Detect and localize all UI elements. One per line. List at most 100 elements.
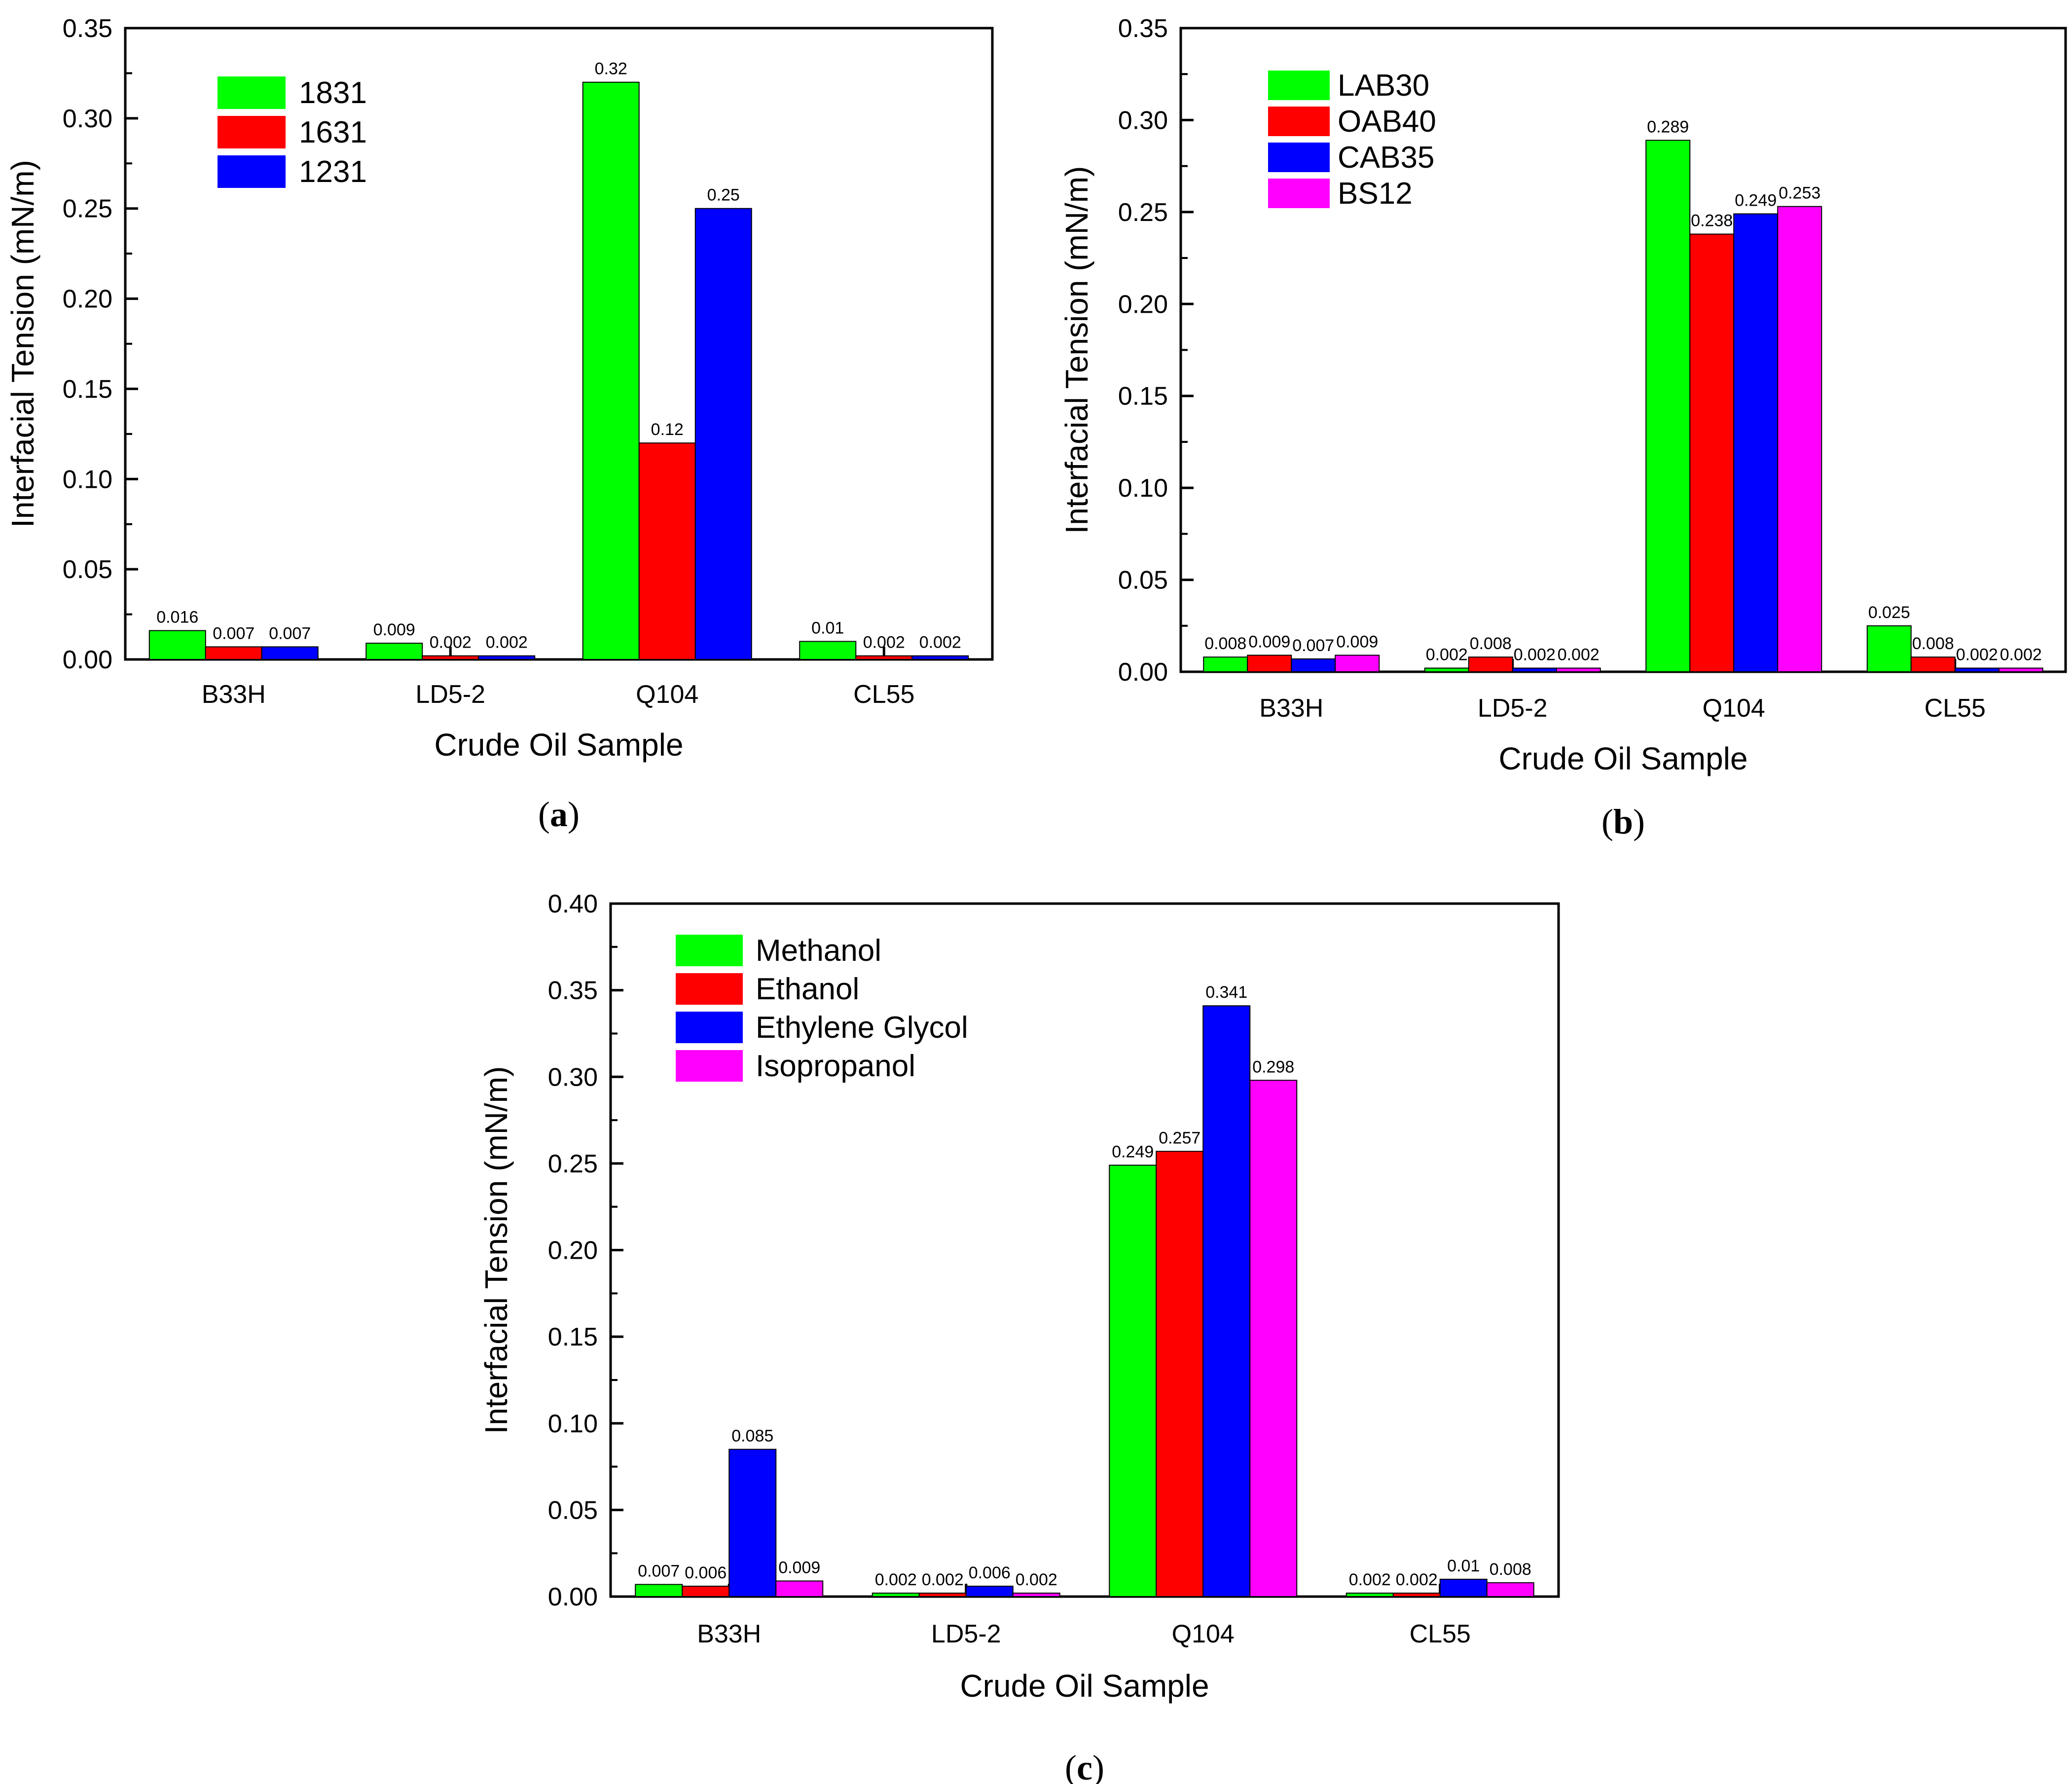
chart-panel-b: 0.000.050.100.150.200.250.300.350.008 0.0…: [1059, 14, 2067, 841]
y-tick-label: 0.35: [1118, 14, 1168, 43]
panel-label-letter: c: [1077, 1748, 1092, 1784]
bar-value-label: 0.002: [1426, 646, 1468, 664]
y-tick-label: 0.25: [63, 195, 112, 223]
y-tick-label: 0.15: [1118, 382, 1168, 411]
y-axis-title: Interfacial Tension (mN/m): [5, 160, 40, 528]
bar: [1109, 1165, 1157, 1597]
y-tick-label: 0.00: [63, 646, 112, 674]
legend-entry-label: Isopropanol: [756, 1049, 915, 1083]
bar: [918, 1592, 967, 1598]
legend-entry-label: 1831: [299, 76, 367, 110]
y-axis-title: Interfacial Tension (mN/m): [1059, 166, 1094, 534]
bar-value-label: 0.007: [1292, 636, 1334, 655]
legend-entry-label: Methanol: [756, 934, 881, 968]
bar: [1866, 625, 1912, 673]
x-tick-label: Q104: [1172, 1620, 1235, 1648]
y-tick-label: 0.00: [1118, 658, 1168, 687]
bar-value-label: 0.002: [1956, 646, 1998, 664]
bar: [1439, 1578, 1488, 1597]
legend-swatch: [1268, 179, 1330, 208]
bar: [911, 655, 969, 660]
y-tick-label: 0.35: [548, 977, 598, 1005]
bar: [1733, 213, 1779, 673]
y-axis-title: Interfacial Tension (mN/m): [478, 1066, 514, 1434]
bar-value-label: 0.025: [1868, 603, 1910, 622]
bar: [1335, 655, 1380, 673]
x-tick-label: CL55: [1410, 1620, 1471, 1648]
bar-value-label: 0.008: [1470, 634, 1512, 653]
legend-entry-label: Ethylene Glycol: [756, 1011, 968, 1045]
bar-value-label: 0.32: [595, 60, 627, 78]
y-tick-label: 0.10: [548, 1410, 598, 1438]
x-tick-label: CL55: [853, 680, 914, 709]
y-tick-label: 0.30: [63, 105, 112, 133]
legend-swatch: [218, 155, 286, 188]
bar: [775, 1580, 824, 1597]
legend-swatch: [218, 116, 286, 148]
bar: [1202, 1005, 1251, 1597]
bar: [872, 1592, 920, 1598]
bar-value-label: 0.289: [1647, 117, 1689, 136]
bar-value-label: 0.085: [731, 1426, 773, 1445]
y-tick-label: 0.05: [63, 555, 112, 584]
bar: [1998, 667, 2043, 672]
x-tick-label: LD5-2: [1478, 694, 1548, 723]
legend-entry-label: Ethanol: [756, 972, 859, 1006]
bar: [205, 646, 262, 660]
bar-value-label: 0.006: [969, 1564, 1011, 1582]
bar: [638, 442, 696, 660]
legend-swatch: [1268, 71, 1330, 100]
bar-value-label: 0.238: [1691, 212, 1733, 230]
panel-label: (a): [538, 795, 580, 834]
bar-value-label: 0.25: [707, 186, 740, 205]
chart-panel-c: 0.00 0.05 0.10 0.15 0.20 0.25 0.30 0.35 0.40 0.00…: [478, 890, 1560, 1784]
bar: [1486, 1582, 1534, 1597]
legend-entry-label: LAB30: [1338, 69, 1429, 103]
chart-panel-a: 0.00 0.05 0.10 0.15 0.20 0.25 0.30 0.35 0.016 0.0…: [5, 14, 994, 834]
bar: [261, 646, 319, 660]
bar: [582, 81, 640, 660]
bar: [1291, 658, 1336, 673]
bar: [1345, 1592, 1394, 1598]
x-tick-label: B33H: [202, 680, 266, 709]
bar: [1392, 1592, 1441, 1598]
legend-swatch: [676, 935, 743, 966]
bar: [1249, 1080, 1298, 1597]
bar-value-label: 0.009: [778, 1558, 820, 1577]
bar-value-label: 0.002: [1349, 1570, 1391, 1589]
bar-value-label: 0.002: [1016, 1570, 1057, 1589]
panel-label: (b): [1601, 802, 1645, 841]
y-tick-label: 0.35: [63, 14, 112, 43]
x-axis-title: Crude Oil Sample: [434, 727, 683, 763]
bar: [365, 643, 423, 660]
y-tick-label: 0.20: [548, 1237, 598, 1265]
bar: [1954, 667, 1999, 672]
bar-value-label: 0.257: [1159, 1129, 1200, 1147]
bar: [1910, 656, 1956, 672]
bar: [1247, 655, 1292, 673]
bar: [1512, 667, 1557, 672]
y-tick-label: 0.25: [1118, 198, 1168, 227]
bar: [1156, 1151, 1204, 1598]
bar: [694, 208, 752, 660]
y-tick-label: 0.20: [1118, 290, 1168, 319]
legend-swatch: [1268, 143, 1330, 172]
bar-value-label: 0.007: [269, 624, 311, 643]
bar-value-label: 0.009: [373, 620, 415, 639]
bar: [799, 641, 857, 660]
x-tick-label: CL55: [1925, 694, 1986, 723]
y-tick-label: 0.20: [63, 285, 112, 314]
x-tick-label: Q104: [636, 680, 698, 709]
bar-value-label: 0.002: [919, 633, 961, 652]
y-tick-label: 0.00: [548, 1583, 598, 1611]
y-tick-label: 0.15: [548, 1323, 598, 1351]
bar-value-label: 0.009: [1336, 632, 1378, 651]
panel-label-letter: a: [550, 795, 568, 834]
legend: 1831 1631 1231: [218, 76, 367, 189]
bar-value-label: 0.01: [1447, 1557, 1480, 1575]
bar-value-label: 0.249: [1112, 1142, 1154, 1161]
bar-value-label: 0.01: [811, 619, 844, 637]
bar: [422, 655, 479, 660]
bar-value-label: 0.009: [1248, 632, 1290, 651]
legend-swatch: [676, 973, 743, 1005]
